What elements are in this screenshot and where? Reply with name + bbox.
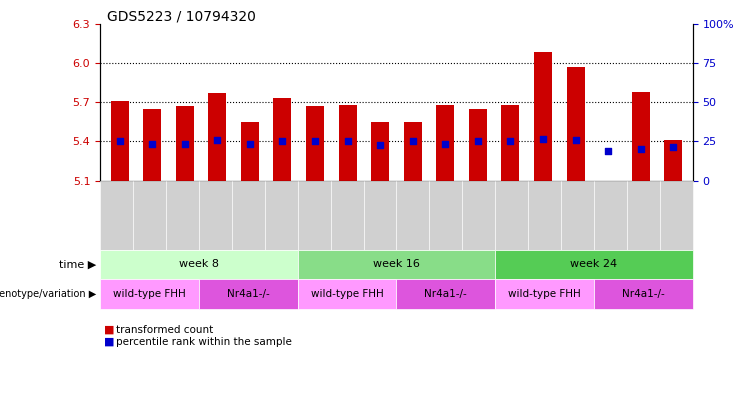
Point bbox=[211, 137, 223, 143]
Point bbox=[570, 137, 582, 143]
Bar bbox=[208, 93, 226, 181]
Text: ■: ■ bbox=[104, 325, 114, 335]
Point bbox=[374, 142, 386, 149]
Point bbox=[179, 141, 190, 147]
Point bbox=[244, 141, 256, 147]
Point bbox=[635, 146, 647, 152]
Point bbox=[668, 143, 679, 150]
Point bbox=[146, 141, 158, 147]
Text: time ▶: time ▶ bbox=[59, 259, 96, 269]
Bar bbox=[143, 109, 161, 181]
Bar bbox=[306, 106, 324, 181]
Bar bbox=[632, 92, 650, 181]
Point bbox=[407, 138, 419, 145]
Text: GDS5223 / 10794320: GDS5223 / 10794320 bbox=[107, 10, 256, 24]
Point bbox=[113, 138, 125, 145]
Text: week 24: week 24 bbox=[571, 259, 617, 269]
Bar bbox=[567, 67, 585, 181]
Point bbox=[276, 138, 288, 145]
Bar bbox=[404, 122, 422, 181]
Point bbox=[505, 138, 516, 145]
Text: transformed count: transformed count bbox=[116, 325, 213, 335]
Bar bbox=[534, 52, 552, 181]
Text: wild-type FHH: wild-type FHH bbox=[113, 289, 186, 299]
Bar bbox=[273, 98, 291, 181]
Text: week 16: week 16 bbox=[373, 259, 420, 269]
Text: genotype/variation ▶: genotype/variation ▶ bbox=[0, 289, 96, 299]
Bar bbox=[339, 105, 356, 181]
Point bbox=[342, 138, 353, 145]
Text: Nr4a1-/-: Nr4a1-/- bbox=[227, 289, 270, 299]
Text: ■: ■ bbox=[104, 337, 114, 347]
Bar bbox=[371, 122, 389, 181]
Text: wild-type FHH: wild-type FHH bbox=[508, 289, 581, 299]
Point bbox=[309, 138, 321, 145]
Text: Nr4a1-/-: Nr4a1-/- bbox=[622, 289, 665, 299]
Bar bbox=[436, 105, 454, 181]
Bar bbox=[502, 105, 519, 181]
Text: Nr4a1-/-: Nr4a1-/- bbox=[425, 289, 468, 299]
Point bbox=[602, 147, 614, 154]
Point bbox=[439, 141, 451, 147]
Bar bbox=[241, 122, 259, 181]
Bar bbox=[110, 101, 128, 181]
Bar bbox=[665, 140, 682, 181]
Point bbox=[537, 136, 549, 142]
Text: week 8: week 8 bbox=[179, 259, 219, 269]
Text: percentile rank within the sample: percentile rank within the sample bbox=[116, 337, 292, 347]
Bar bbox=[469, 109, 487, 181]
Point bbox=[472, 138, 484, 145]
Bar bbox=[176, 106, 193, 181]
Text: wild-type FHH: wild-type FHH bbox=[310, 289, 383, 299]
